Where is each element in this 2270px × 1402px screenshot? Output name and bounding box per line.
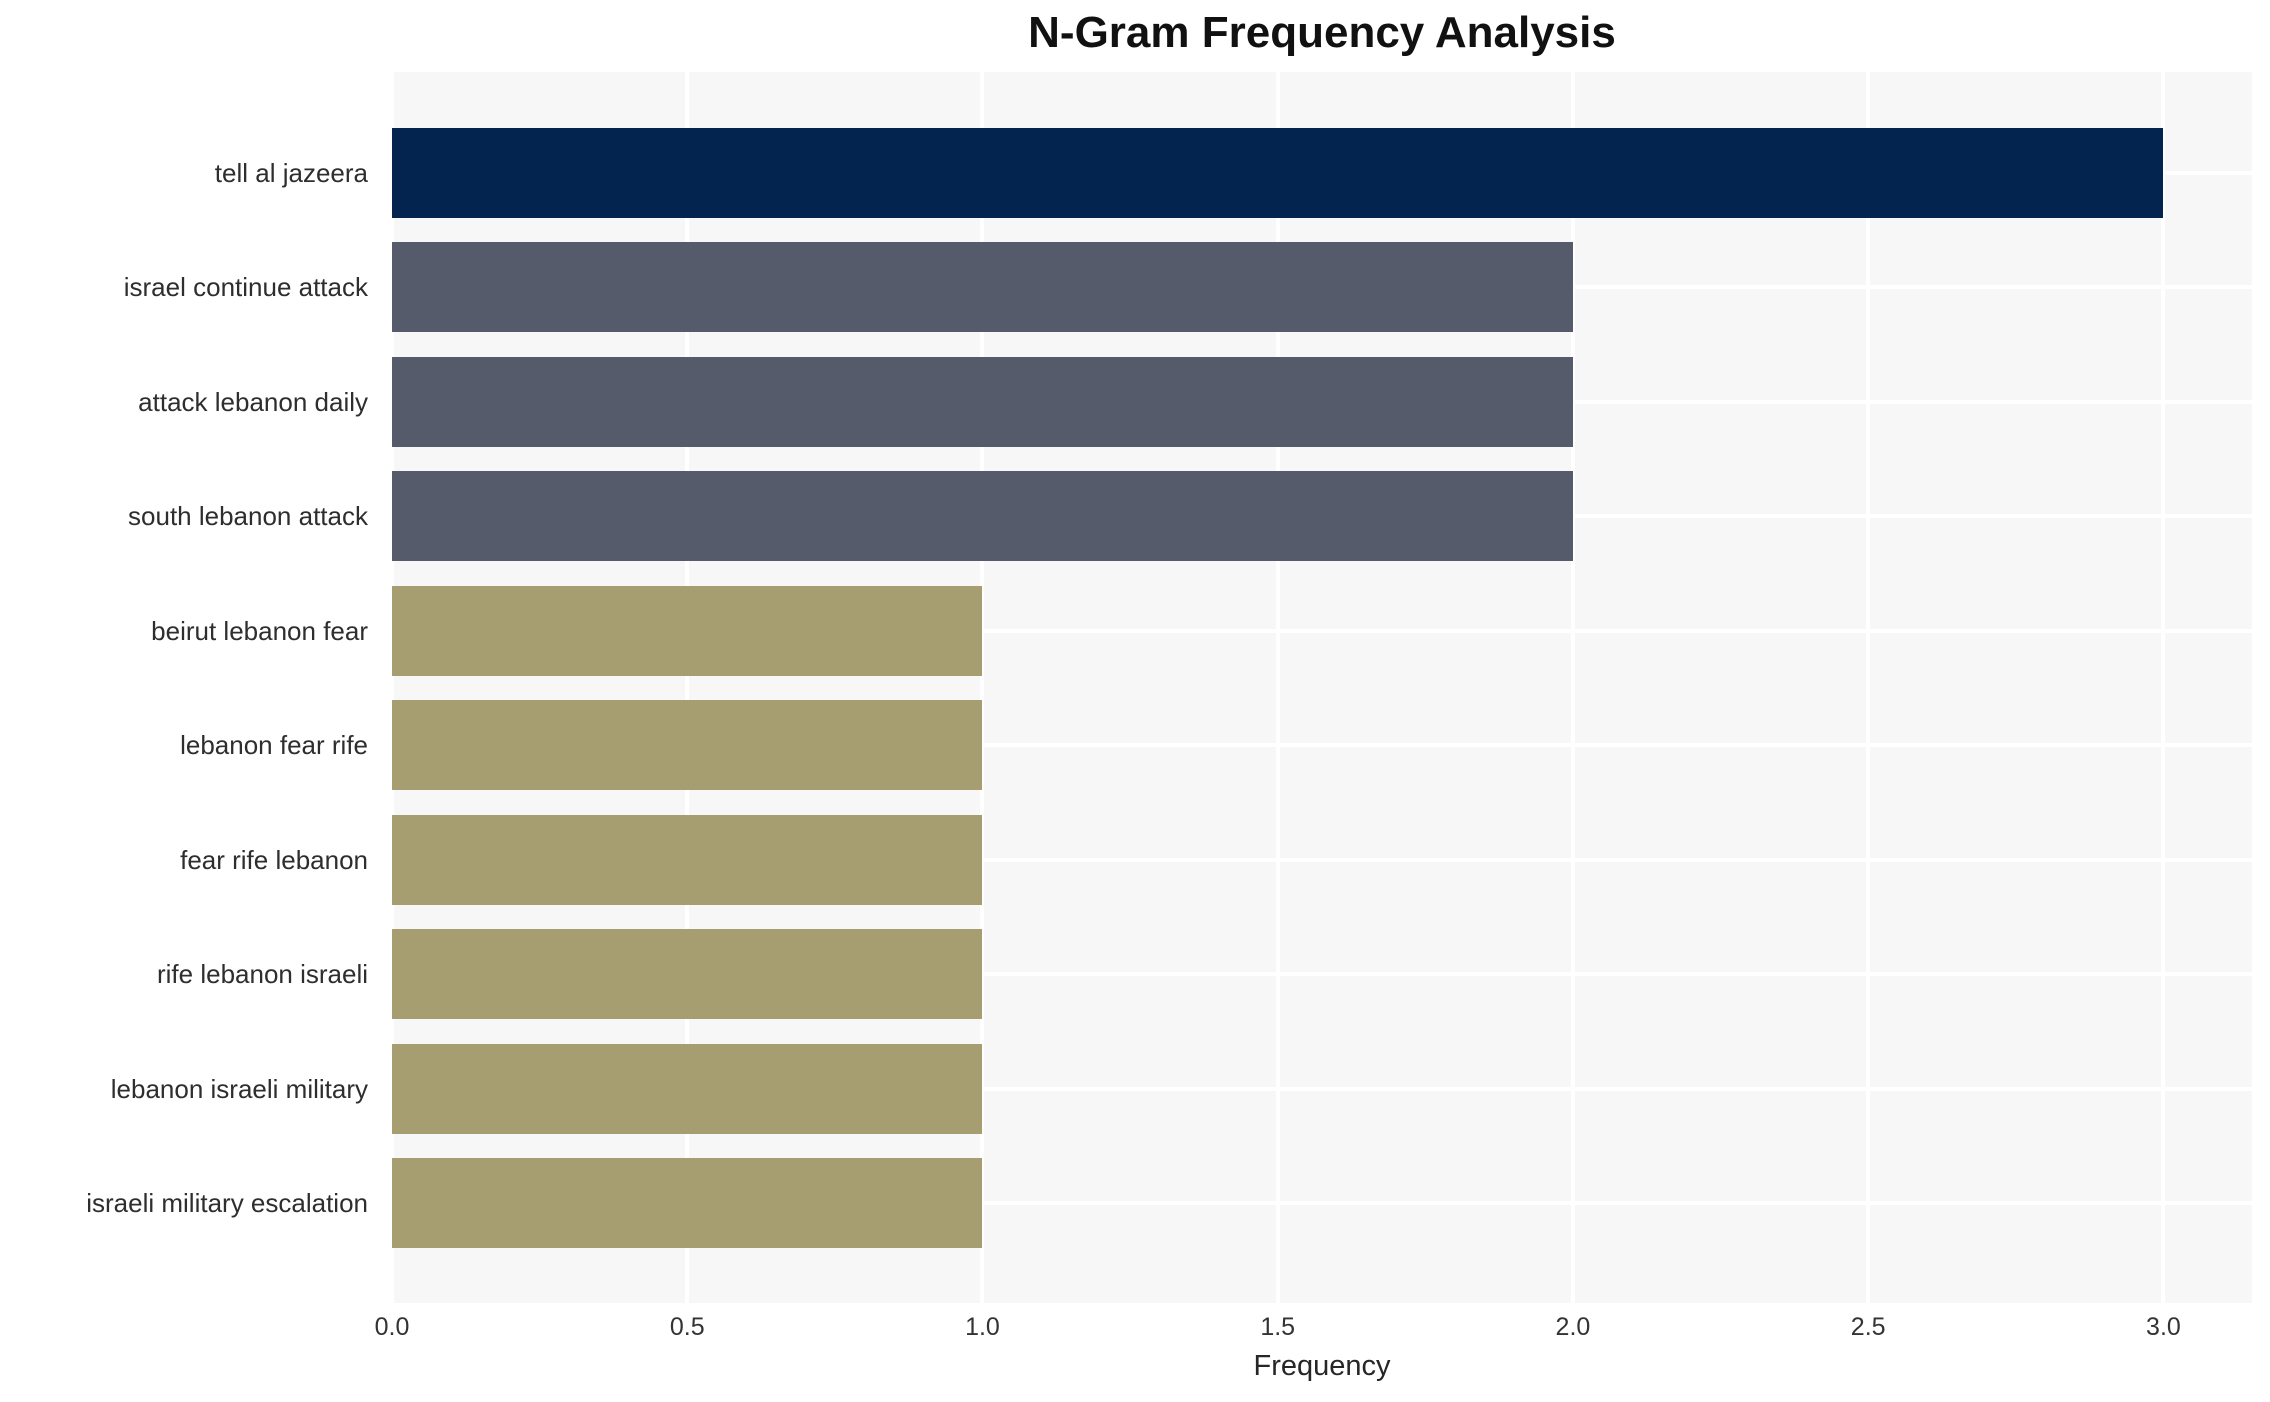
- bar-fear-rife-lebanon: [392, 814, 983, 905]
- bar-israel-continue-attack: [392, 242, 1573, 333]
- x-tick-label: 0.5: [669, 1313, 705, 1341]
- plot-area: [392, 72, 2252, 1303]
- y-tick-label: rife lebanon israeli: [156, 959, 368, 990]
- y-tick-label: fear rife lebanon: [180, 844, 368, 875]
- bar-israeli-military-escalation: [392, 1157, 983, 1248]
- h-gridline: [392, 857, 2252, 862]
- y-axis-category-labels: tell al jazeera israel continue attack att…: [0, 0, 380, 1402]
- v-gridline: [1570, 72, 1575, 1303]
- h-gridline: [392, 628, 2252, 633]
- y-tick-label: tell al jazeera: [214, 158, 368, 188]
- v-gridline: [392, 72, 394, 1303]
- y-tick-label: south lebanon attack: [128, 501, 368, 532]
- h-gridline: [392, 743, 2252, 748]
- x-axis-title: Frequency: [1253, 1350, 1391, 1382]
- h-gridline: [392, 1086, 2252, 1091]
- x-tick-label: 0.0: [374, 1313, 410, 1341]
- v-gridline: [1866, 72, 1871, 1303]
- bar-rife-lebanon-israeli: [392, 929, 983, 1020]
- v-gridline: [1275, 72, 1280, 1303]
- v-gridline: [2161, 72, 2166, 1303]
- y-tick-label: lebanon israeli military: [110, 1073, 368, 1104]
- v-gridline: [980, 72, 985, 1303]
- y-tick-label: attack lebanon daily: [138, 386, 368, 417]
- chart-title: N-Gram Frequency Analysis: [1028, 8, 1616, 57]
- y-tick-label: beirut lebanon fear: [151, 615, 368, 646]
- y-tick-label: lebanon fear rife: [180, 730, 368, 761]
- x-tick-label: 2.0: [1555, 1313, 1591, 1341]
- v-gridline: [685, 72, 690, 1303]
- bar-tell-al-jazeera: [392, 128, 2164, 218]
- x-tick-label: 1.5: [1260, 1313, 1296, 1341]
- bar-south-lebanon-attack: [392, 471, 1573, 562]
- bar-lebanon-israeli-military: [392, 1043, 983, 1134]
- bar-lebanon-fear-rife: [392, 700, 983, 791]
- x-tick-label: 1.0: [965, 1313, 1000, 1341]
- bar-attack-lebanon-daily: [392, 356, 1573, 447]
- y-tick-label: israel continue attack: [123, 272, 368, 303]
- h-gridline: [392, 972, 2252, 977]
- x-tick-label: 2.5: [1850, 1313, 1886, 1341]
- y-tick-label: israeli military escalation: [86, 1187, 368, 1218]
- h-gridline: [392, 1200, 2252, 1205]
- x-tick-label: 3.0: [2146, 1313, 2181, 1341]
- bar-beirut-lebanon-fear: [392, 585, 983, 676]
